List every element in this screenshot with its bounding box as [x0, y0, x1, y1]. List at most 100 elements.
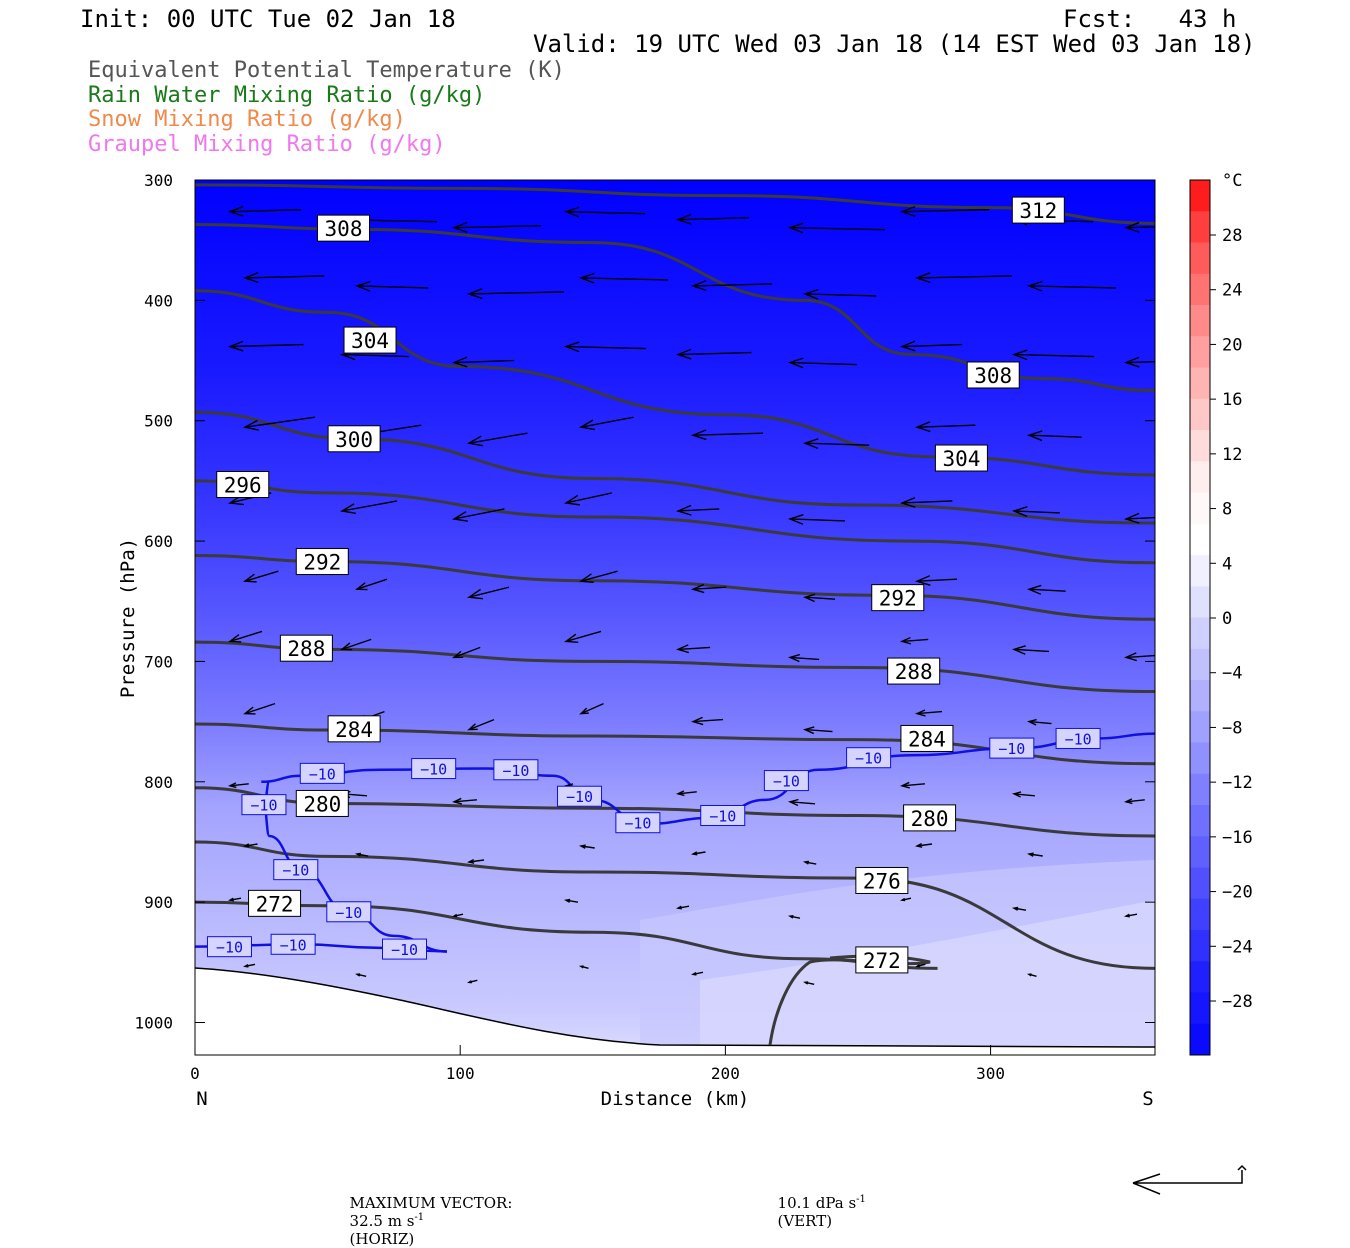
theta-e-label-text: 280: [303, 792, 341, 816]
colorbar-tick-label: −8: [1222, 718, 1242, 738]
legend-rain: Rain Water Mixing Ratio (g/kg): [88, 83, 486, 108]
theta-e-label-text: 280: [911, 807, 949, 831]
theta-e-label-text: 276: [863, 869, 901, 893]
wind-vector: [451, 797, 477, 805]
wind-vector: [675, 644, 711, 654]
wind-vector: [802, 726, 833, 735]
wind-vector: [451, 356, 515, 368]
x-end-label-right: S: [1142, 1088, 1153, 1110]
theta-e-label: 280: [903, 804, 957, 832]
theta-e-label: 284: [327, 715, 381, 743]
wind-vector: [802, 288, 877, 300]
wind-vector: [466, 858, 485, 864]
isotherm-label-text: −10: [998, 740, 1025, 758]
wind-vector: [787, 513, 846, 525]
colorbar-swatch: [1190, 273, 1210, 306]
wind-vector: [802, 438, 870, 450]
colorbar-swatch: [1190, 398, 1210, 431]
wind-vector: [467, 718, 495, 731]
wind-vector: [1011, 906, 1027, 911]
isotherm-label: −10: [493, 759, 539, 781]
theta-e-label: 304: [343, 326, 397, 354]
wind-vector: [1026, 430, 1082, 442]
wind-vector: [451, 508, 505, 522]
wind-vector: [242, 272, 325, 284]
wind-vector: [900, 897, 912, 902]
wind-vector: [914, 272, 1013, 284]
colorbar-swatch: [1190, 211, 1210, 243]
colorbar-swatch: [1190, 586, 1210, 618]
theta-e-label: 308: [317, 214, 371, 242]
isotherm-label-text: −10: [282, 862, 309, 880]
wind-vector: [563, 898, 579, 903]
isotherm-label: −10: [989, 737, 1035, 759]
theta-e-label: 272: [248, 889, 302, 917]
terrain-line: [195, 967, 1155, 1048]
wind-vector: [227, 205, 302, 217]
wind-vector: [802, 860, 817, 865]
x-end-label-left: N: [196, 1088, 207, 1110]
wind-vector: [227, 782, 249, 789]
colorbar-swatch: [1190, 930, 1210, 962]
footer-horiz-value: 32.5 m s: [349, 1212, 415, 1230]
footer-label: MAXIMUM VECTOR:: [349, 1194, 513, 1212]
colorbar-swatch: [1190, 305, 1210, 337]
colorbar-swatch: [1190, 992, 1210, 1025]
theta-e-label: 312: [1011, 196, 1065, 224]
colorbar-swatch: [1190, 180, 1210, 212]
footer-horiz-tag: (HORIZ): [349, 1230, 415, 1248]
colorbar-swatch: [1190, 492, 1210, 525]
wind-vector: [452, 913, 464, 918]
colorbar-tick-label: 4: [1222, 554, 1232, 574]
wind-vector: [563, 206, 646, 218]
footer-vert: 10.1 dPa s-1 (VERT): [768, 1176, 866, 1230]
theta-e-label-text: 292: [303, 551, 341, 575]
wind-vector: [451, 221, 542, 233]
colorbar-tick-label: −28: [1222, 992, 1253, 1012]
isotherm-label-text: −10: [420, 761, 447, 779]
wind-vector: [690, 583, 727, 594]
wind-vector: [467, 586, 510, 600]
theta-e-label-text: 288: [895, 660, 933, 684]
isotherm-label-text: −10: [216, 939, 243, 957]
colorbar-swatch: [1190, 367, 1210, 400]
wind-vector: [914, 575, 958, 587]
wind-vector: [243, 702, 276, 715]
wind-vector: [579, 702, 604, 715]
wind-vector: [467, 979, 478, 984]
theta-e-label-text: 288: [287, 637, 325, 661]
theta-e-contour-300: [195, 410, 1155, 525]
colorbar-swatch: [1190, 336, 1210, 368]
legend-snow: Snow Mixing Ratio (g/kg): [88, 107, 406, 132]
wind-vector: [899, 340, 963, 352]
isotherm-label-text: −10: [709, 807, 736, 825]
colorbar-swatch: [1190, 742, 1210, 775]
isotherm-label-text: −10: [391, 941, 418, 959]
wind-vector: [579, 965, 589, 970]
y-tick-label: 400: [144, 291, 173, 310]
wind-vector: [899, 636, 929, 645]
colorbar-tick-label: 20: [1222, 335, 1242, 355]
colorbar-swatch: [1190, 242, 1210, 275]
wind-vector: [563, 341, 647, 353]
x-tick-label: 0: [190, 1064, 200, 1083]
legend-graupel: Graupel Mixing Ratio (g/kg): [88, 132, 446, 157]
isotherm-label: −10: [270, 933, 316, 955]
colorbar-tick-label: −16: [1222, 828, 1253, 848]
wind-vector: [675, 504, 720, 516]
footer-max-vector: MAXIMUM VECTOR: 32.5 m s-1 (HORIZ): [340, 1176, 513, 1248]
isotherm-label: −10: [615, 812, 661, 834]
colorbar-swatch: [1190, 523, 1210, 556]
wind-vector: [466, 432, 528, 447]
colorbar-swatch: [1190, 617, 1210, 650]
wind-vector: [1026, 584, 1066, 595]
colorbar-tick-label: 24: [1222, 281, 1242, 301]
wind-vector: [1123, 913, 1138, 918]
wind-vector: [690, 716, 724, 726]
theta-e-label-text: 284: [335, 718, 373, 742]
wind-vector: [355, 973, 367, 978]
theta-e-label-text: 308: [325, 217, 363, 241]
theta-e-label-text: 284: [908, 727, 946, 751]
theta-e-contour-296: [195, 479, 1155, 565]
colorbar-tick-label: 12: [1222, 445, 1242, 465]
